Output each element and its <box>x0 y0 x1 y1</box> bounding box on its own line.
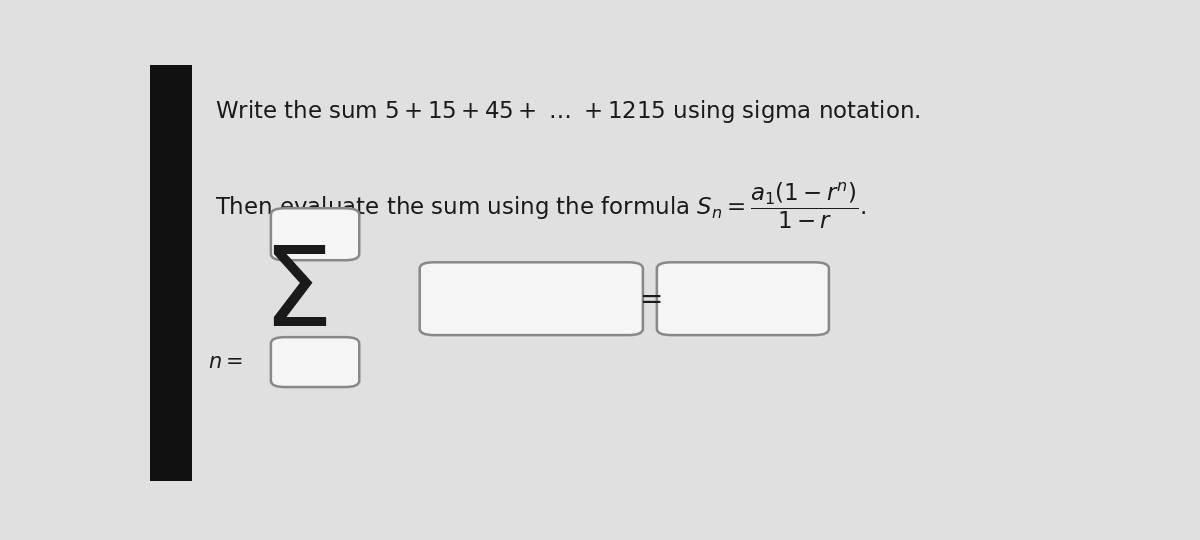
Text: $\Sigma$: $\Sigma$ <box>262 242 326 349</box>
FancyBboxPatch shape <box>271 208 359 260</box>
Text: Then evaluate the sum using the formula $S_n = \dfrac{a_1(1 - r^n)}{1 - r}$.: Then evaluate the sum using the formula … <box>215 181 866 232</box>
FancyBboxPatch shape <box>656 262 829 335</box>
FancyBboxPatch shape <box>420 262 643 335</box>
FancyBboxPatch shape <box>271 337 359 387</box>
Text: $n =$: $n =$ <box>209 352 242 372</box>
Text: $=$: $=$ <box>634 284 661 312</box>
Text: Write the sum $5 + 15 + 45 + \ \ldots\ + 1215$ using sigma notation.: Write the sum $5 + 15 + 45 + \ \ldots\ +… <box>215 98 920 125</box>
Bar <box>150 65 192 481</box>
